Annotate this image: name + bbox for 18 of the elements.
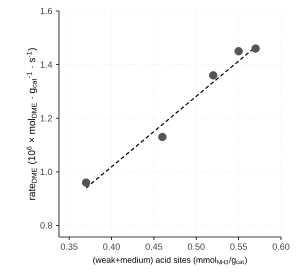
point bbox=[82, 178, 90, 187]
point bbox=[158, 132, 167, 142]
point bbox=[234, 47, 243, 56]
x-axis-title: (weak+medium) acid sites (mmol$_{NH3}$/g$_{cat}$) bbox=[93, 256, 247, 265]
point bbox=[209, 71, 218, 80]
x-tick-label: 0.55 bbox=[230, 244, 247, 250]
y-tick-label: 1.2 bbox=[40, 115, 52, 122]
x-tick-label: 0.50 bbox=[188, 244, 205, 250]
x-tick-label: 0.40 bbox=[103, 244, 120, 250]
text: rate$_{DME}$ (10$^{6}$ × mol$_{DME}$ · g$_{cat}$$^{-1}$ · s$^{-1}$) bbox=[26, 48, 38, 200]
x-tick-label: 0.45 bbox=[146, 244, 162, 250]
x-tick-label: 0.35 bbox=[60, 244, 78, 250]
y-tick-label: 1.4 bbox=[40, 62, 52, 68]
y-tick-label: 0.8 bbox=[40, 222, 52, 229]
point bbox=[251, 44, 260, 53]
x-tick-label: 0.60 bbox=[272, 244, 290, 250]
y-tick-label: 1.0 bbox=[40, 168, 52, 176]
y-tick-label: 1.6 bbox=[40, 8, 52, 14]
